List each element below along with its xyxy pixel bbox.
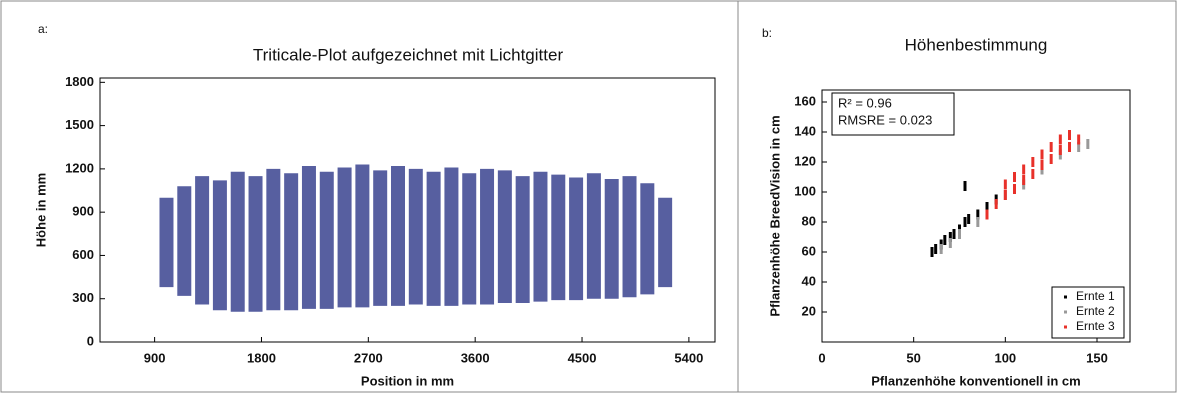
point: [949, 238, 952, 248]
legend-swatch: [1064, 311, 1067, 314]
point: [986, 210, 989, 220]
y-tick-label: 600: [72, 247, 94, 262]
panel-label: a:: [38, 22, 48, 36]
point: [958, 229, 961, 239]
y-axis-label: Pflanzenhöhe BreedVision in cm: [767, 115, 782, 316]
panel-label: b:: [762, 26, 772, 40]
annotation: RMSRE = 0.023: [838, 112, 932, 127]
y-tick-label: 300: [72, 290, 94, 305]
point: [1050, 142, 1053, 152]
point: [934, 244, 937, 254]
y-tick-label: 900: [72, 204, 94, 219]
point: [940, 244, 943, 254]
point: [953, 229, 956, 239]
x-tick-label: 0: [818, 350, 825, 365]
point: [1031, 169, 1034, 179]
y-tick-label: 40: [802, 273, 816, 288]
annotation: R² = 0.96: [838, 95, 892, 110]
point: [1077, 135, 1080, 145]
point: [1068, 142, 1071, 152]
point: [1068, 130, 1071, 140]
y-tick-label: 140: [794, 123, 816, 138]
point: [1022, 165, 1025, 175]
point: [1013, 172, 1016, 182]
legend-label: Ernte 3: [1076, 319, 1115, 333]
point: [1059, 135, 1062, 145]
x-tick-label: 5400: [674, 350, 703, 365]
point: [1041, 160, 1044, 170]
figure: a: Triticale-Plot aufgezeichnet mit Licht…: [0, 0, 1177, 393]
y-tick-label: 0: [87, 333, 94, 348]
point: [1059, 145, 1062, 155]
point: [943, 235, 946, 245]
x-tick-label: 900: [144, 350, 166, 365]
y-tick-label: 1200: [65, 160, 94, 175]
x-tick-label: 4500: [568, 350, 597, 365]
point: [931, 247, 934, 257]
point: [1041, 150, 1044, 160]
x-tick-label: 2700: [354, 350, 383, 365]
x-tick-label: 50: [906, 350, 920, 365]
y-tick-label: 160: [794, 93, 816, 108]
legend-swatch: [1064, 326, 1067, 329]
x-tick-label: 1800: [247, 350, 276, 365]
y-tick-label: 120: [794, 153, 816, 168]
point: [1004, 190, 1007, 200]
point: [1022, 175, 1025, 185]
point: [967, 214, 970, 224]
y-tick-label: 60: [802, 243, 816, 258]
x-tick-label: 3600: [461, 350, 490, 365]
y-tick-label: 1800: [65, 74, 94, 89]
legend-swatch: [1064, 296, 1067, 299]
x-tick-label: 150: [1086, 350, 1108, 365]
legend-label: Ernte 1: [1076, 289, 1115, 303]
point: [1013, 184, 1016, 194]
y-tick-label: 80: [802, 213, 816, 228]
point: [976, 217, 979, 227]
y-tick-label: 20: [802, 303, 816, 318]
legend-label: Ernte 2: [1076, 304, 1115, 318]
chart-title: Triticale-Plot aufgezeichnet mit Lichtgi…: [253, 45, 564, 64]
point: [1004, 180, 1007, 190]
x-axis-label: Position in mm: [361, 373, 454, 388]
x-tick-label: 100: [994, 350, 1016, 365]
point: [1031, 157, 1034, 167]
y-tick-label: 100: [794, 183, 816, 198]
point: [1086, 139, 1089, 149]
point: [964, 217, 967, 227]
y-tick-label: 1500: [65, 117, 94, 132]
y-axis-label: Höhe in mm: [33, 173, 48, 247]
point: [1050, 154, 1053, 164]
point: [995, 199, 998, 209]
chart-title: Höhenbestimmung: [905, 35, 1048, 54]
x-axis-label: Pflanzenhöhe konventionell in cm: [871, 373, 1080, 388]
point: [964, 181, 967, 191]
